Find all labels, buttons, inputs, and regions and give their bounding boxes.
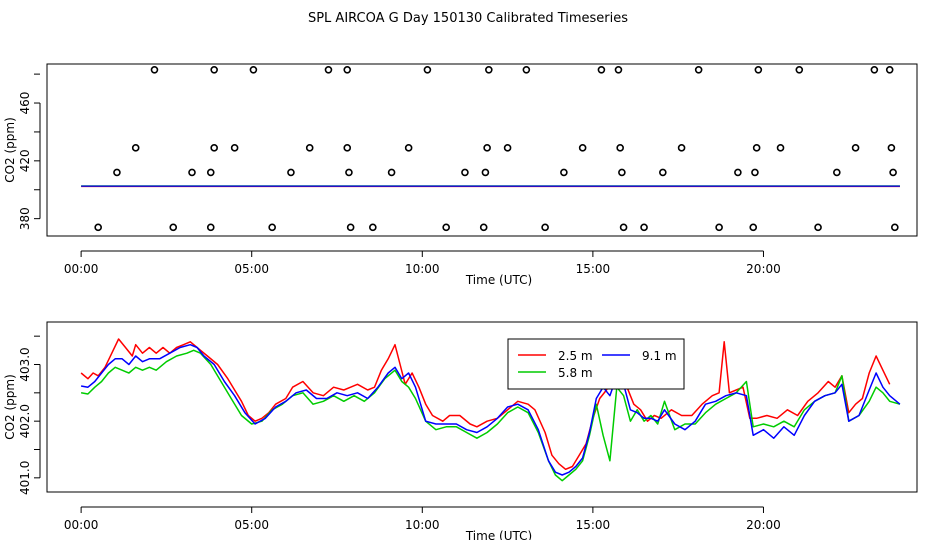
x-tick-label: 00:00 xyxy=(64,518,99,532)
data-point xyxy=(485,65,493,74)
y-tick-label: 401.0 xyxy=(18,461,32,495)
data-point xyxy=(795,65,804,74)
data-point xyxy=(94,223,102,232)
data-point xyxy=(461,168,469,177)
data-point xyxy=(387,168,396,177)
y-tick-label: 380 xyxy=(18,207,32,230)
data-point xyxy=(369,223,377,232)
x-tick-label: 10:00 xyxy=(405,262,440,276)
data-point xyxy=(324,65,333,74)
data-point xyxy=(343,144,352,152)
data-point xyxy=(188,168,196,177)
data-point xyxy=(346,223,355,232)
data-point xyxy=(677,144,686,152)
legend-label: 9.1 m xyxy=(642,349,677,363)
data-point xyxy=(833,168,841,177)
x-tick-label: 05:00 xyxy=(234,262,269,276)
data-point xyxy=(889,168,897,177)
data-point xyxy=(887,144,896,152)
data-point xyxy=(503,144,512,152)
x-tick-label: 20:00 xyxy=(746,262,781,276)
y-tick-label: 403.0 xyxy=(18,347,32,381)
data-point xyxy=(249,65,258,74)
series-line xyxy=(80,338,891,471)
data-point xyxy=(851,144,860,152)
x-tick-label: 05:00 xyxy=(234,518,269,532)
data-point xyxy=(616,144,624,152)
data-point xyxy=(131,144,140,152)
series-line xyxy=(80,349,901,482)
data-point xyxy=(305,144,314,152)
data-point xyxy=(734,168,742,177)
data-point xyxy=(885,65,894,74)
data-point xyxy=(694,65,703,74)
data-point xyxy=(268,223,276,232)
x-tick-label: 10:00 xyxy=(405,518,440,532)
data-point xyxy=(210,65,218,74)
data-point xyxy=(541,223,549,232)
legend-label: 2.5 m xyxy=(558,349,593,363)
series-line xyxy=(80,343,901,476)
data-point xyxy=(814,223,822,232)
data-point xyxy=(210,144,218,152)
data-point xyxy=(776,144,785,152)
data-point xyxy=(483,144,491,152)
data-point xyxy=(659,168,667,177)
data-point xyxy=(206,223,215,232)
data-point xyxy=(481,168,490,177)
x-axis-label: Time (UTC) xyxy=(465,273,532,287)
data-point xyxy=(749,223,758,232)
data-point xyxy=(560,168,568,177)
y-axis-label: CO2 (ppm) xyxy=(3,374,17,440)
data-point xyxy=(150,65,159,74)
data-point xyxy=(404,144,413,152)
data-point xyxy=(752,144,761,152)
data-point xyxy=(345,168,353,177)
data-point xyxy=(442,223,450,232)
legend: 2.5 m 9.1 m 5.8 m xyxy=(507,338,685,390)
x-axis-label: Time (UTC) xyxy=(465,529,532,540)
plot-frame xyxy=(46,321,918,493)
x-tick-label: 15:00 xyxy=(576,262,611,276)
y-tick-label: 460 xyxy=(18,92,32,115)
x-tick-label: 00:00 xyxy=(64,262,99,276)
x-tick-label: 20:00 xyxy=(746,518,781,532)
data-point xyxy=(715,223,723,232)
data-point xyxy=(597,65,606,74)
y-tick-label: 420 xyxy=(18,149,32,172)
plot-frame xyxy=(46,63,918,237)
bottom-panel: 00:00 05:00 10:00 15:00 20:00 Time (UTC) 401.0… xyxy=(3,321,918,540)
data-point xyxy=(614,65,623,74)
data-point xyxy=(169,223,178,232)
legend-box xyxy=(507,338,685,390)
data-point xyxy=(206,168,215,177)
data-point xyxy=(891,223,899,232)
top-panel: 00:00 05:00 10:00 15:00 20:00 Time (UTC) 380 42… xyxy=(3,63,918,287)
data-point xyxy=(619,223,628,232)
data-point xyxy=(751,168,759,177)
legend-label: 5.8 m xyxy=(558,366,593,380)
data-point xyxy=(423,65,432,74)
data-point xyxy=(522,65,531,74)
data-point xyxy=(343,65,352,74)
data-point xyxy=(618,168,626,177)
data-point xyxy=(230,144,239,152)
x-tick-label: 15:00 xyxy=(576,518,611,532)
data-point xyxy=(578,144,587,152)
data-point xyxy=(113,168,121,177)
figure-title: SPL AIRCOA G Day 150130 Calibrated Times… xyxy=(308,11,628,26)
y-axis-label: CO2 (ppm) xyxy=(3,117,17,183)
data-point xyxy=(640,223,648,232)
data-point xyxy=(870,65,879,74)
y-tick-label: 402.0 xyxy=(18,404,32,438)
data-point xyxy=(287,168,295,177)
data-point xyxy=(754,65,763,74)
data-point xyxy=(479,223,488,232)
